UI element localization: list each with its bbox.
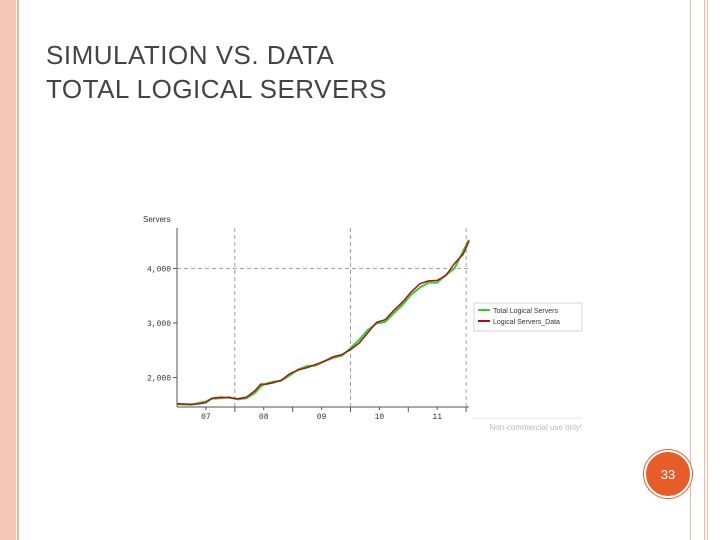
y-axis-label: Servers	[143, 215, 171, 224]
y-tick-label: 2,000	[147, 375, 171, 384]
line-chart: Servers 2,000 3,000 4,000 07 08 09 10 11 Total Lo…	[143, 215, 583, 432]
left-accent-line	[17, 0, 19, 540]
series-line-2	[176, 240, 470, 406]
right-accent-line	[704, 0, 705, 540]
x-tick-label: 11	[432, 413, 442, 422]
legend-label: Total Logical Servers	[493, 308, 558, 315]
slide-title-line-2: TOTAL LOGICAL SERVERS	[46, 74, 387, 104]
page-number-badge: 33	[644, 450, 692, 498]
left-accent-bar	[0, 0, 16, 540]
y-tick-label: 3,000	[147, 320, 171, 329]
right-accent-line	[707, 0, 708, 540]
watermark-text: Non-commercial use only!	[490, 423, 582, 432]
legend-box	[473, 302, 583, 332]
series-line-1	[176, 239, 470, 406]
page-number: 33	[660, 466, 676, 482]
x-tick-label: 08	[259, 413, 269, 422]
slide-title: SIMULATION VS. DATA TOTAL LOGICAL SERVER…	[46, 38, 387, 106]
x-tick-label: 09	[317, 413, 327, 422]
right-accent-line	[690, 0, 691, 540]
slide-title-line-1: SIMULATION VS. DATA	[46, 40, 335, 70]
legend-label: Logical Servers_Data	[493, 319, 560, 326]
y-tick-label: 4,000	[147, 265, 171, 274]
x-tick-label: 07	[201, 413, 211, 422]
x-tick-label: 10	[375, 413, 385, 422]
